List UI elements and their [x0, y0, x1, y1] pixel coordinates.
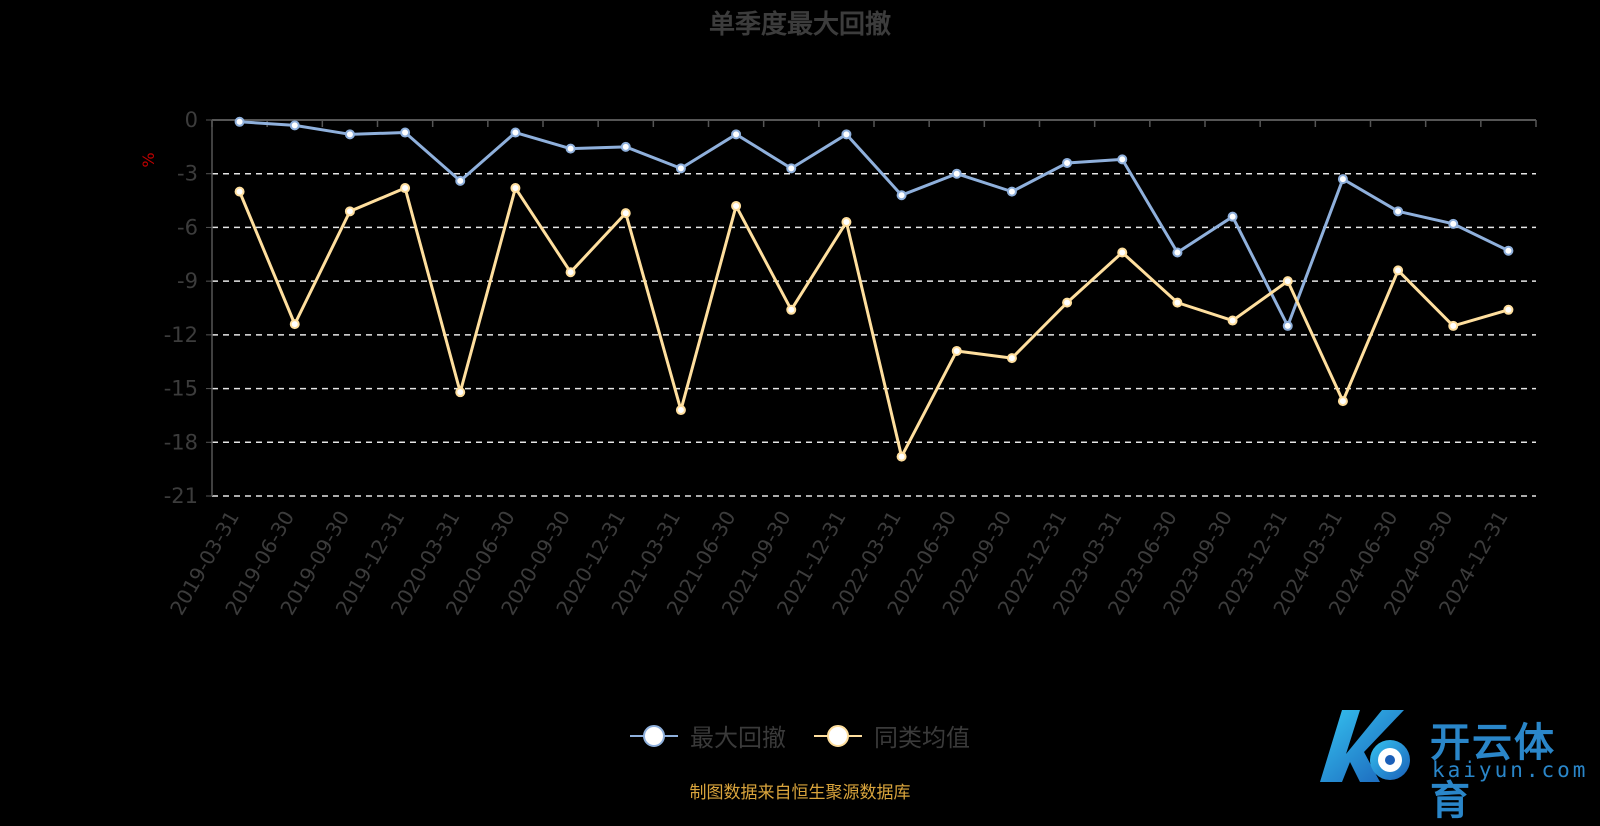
x-tick-labels: 2019-03-312019-06-302019-09-302019-12-31… [165, 507, 1513, 620]
data-point-series-2[interactable] [951, 345, 962, 356]
data-point-series-1[interactable] [1062, 157, 1073, 168]
data-point-series-2[interactable] [455, 387, 466, 398]
data-point-series-1[interactable] [675, 163, 686, 174]
data-point-series-1[interactable] [620, 141, 631, 152]
data-point-series-2[interactable] [565, 267, 576, 278]
legend-label-series-2: 同类均值 [874, 724, 970, 752]
data-point-series-1[interactable] [1172, 247, 1183, 258]
data-point-series-2[interactable] [1172, 297, 1183, 308]
data-point-series-1[interactable] [1393, 206, 1404, 217]
data-point-series-2[interactable] [234, 186, 245, 197]
data-point-series-1[interactable] [841, 129, 852, 140]
data-point-series-2[interactable] [620, 208, 631, 219]
y-tick-label: -12 [164, 323, 198, 347]
data-point-series-2[interactable] [510, 183, 521, 194]
y-tick-label: -18 [164, 430, 198, 454]
chart-area: 0 -3 -6 -9 -12 -15 -18 -21 2019-03-312019-06-30… [139, 108, 1537, 620]
data-point-series-1[interactable] [1227, 211, 1238, 222]
legend-marker-series-2 [814, 724, 862, 747]
data-point-series-1[interactable] [344, 129, 355, 140]
data-point-series-1[interactable] [1117, 154, 1128, 165]
watermark-logo: 开云体育 kaiyun.com [1312, 702, 1592, 824]
data-point-series-1[interactable] [400, 127, 411, 138]
data-point-series-2[interactable] [841, 217, 852, 228]
legend-marker-series-1 [630, 724, 678, 747]
axes [206, 119, 1537, 497]
data-point-series-1[interactable] [234, 116, 245, 127]
data-point-series-2[interactable] [1337, 396, 1348, 407]
legend-item-series-2[interactable]: 同类均值 [814, 718, 970, 753]
data-point-series-1[interactable] [289, 120, 300, 131]
data-point-series-2[interactable] [1393, 265, 1404, 276]
series-line-1 [239, 120, 1510, 328]
y-tick-label: -21 [164, 484, 198, 508]
legend: 最大回撤 同类均值 [0, 718, 1600, 753]
data-point-series-1[interactable] [1503, 245, 1514, 256]
data-point-series-2[interactable] [731, 200, 742, 211]
data-point-series-1[interactable] [731, 129, 742, 140]
y-tick-label: -15 [164, 377, 198, 401]
data-point-series-2[interactable] [1227, 315, 1238, 326]
data-point-series-2[interactable] [675, 405, 686, 416]
data-point-series-1[interactable] [510, 127, 521, 138]
legend-label-series-1: 最大回撤 [690, 724, 786, 752]
kaiyun-logo-icon [1320, 710, 1410, 782]
watermark-subtext: kaiyun.com [1432, 758, 1589, 782]
data-point-series-1[interactable] [951, 168, 962, 179]
y-axis-label: % [139, 152, 158, 167]
y-tick-label: 0 [185, 108, 198, 132]
y-tick-label: -3 [177, 162, 198, 186]
grid-lines [212, 172, 1536, 497]
y-tick-label: -6 [177, 215, 198, 239]
series-line-2 [238, 186, 1509, 459]
data-point-series-2[interactable] [1062, 297, 1073, 308]
data-point-series-1[interactable] [786, 163, 797, 174]
data-point-series-2[interactable] [1117, 247, 1128, 258]
data-point-series-2[interactable] [1006, 353, 1017, 364]
data-point-series-2[interactable] [896, 451, 907, 462]
data-point-series-1[interactable] [1448, 218, 1459, 229]
data-point-series-1[interactable] [565, 143, 576, 154]
data-point-series-1[interactable] [1282, 320, 1293, 331]
chart-title: 单季度最大回撤 [708, 10, 891, 40]
y-tick-label: -9 [177, 269, 198, 293]
y-tick-labels: 0 -3 -6 -9 -12 -15 -18 -21 [164, 108, 198, 508]
series-lines [234, 116, 1514, 462]
data-point-series-2[interactable] [289, 319, 300, 330]
data-point-series-2[interactable] [1448, 320, 1459, 331]
data-point-series-2[interactable] [1503, 304, 1514, 315]
data-point-series-1[interactable] [896, 190, 907, 201]
data-point-series-1[interactable] [455, 175, 466, 186]
data-point-series-2[interactable] [400, 183, 411, 194]
data-point-series-2[interactable] [786, 304, 797, 315]
data-point-series-2[interactable] [344, 206, 355, 217]
legend-item-series-1[interactable]: 最大回撤 [630, 718, 786, 753]
data-point-series-2[interactable] [1282, 276, 1293, 287]
source-note: 制图数据来自恒生聚源数据库 [689, 783, 911, 803]
data-point-series-1[interactable] [1337, 174, 1348, 185]
data-point-series-1[interactable] [1006, 186, 1017, 197]
